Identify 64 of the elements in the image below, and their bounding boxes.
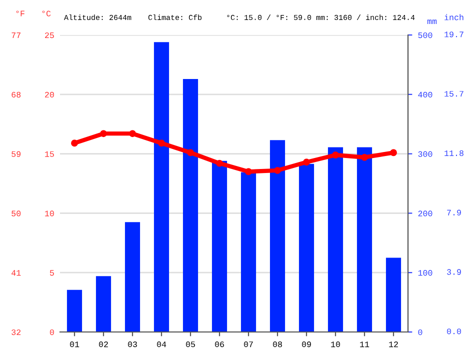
y3-tick-label: 41 [12,270,21,276]
point [303,158,310,166]
x-tick-label: 03 [128,341,137,348]
bar [96,276,112,332]
x-tick-label: 10 [331,341,340,348]
y2-tick-label: 300 [418,151,432,157]
y2-axis-title: mm [427,20,437,24]
text: 7.9 [447,210,461,216]
y3-axis-title: °F [16,10,24,16]
text: 0.0 [447,328,461,334]
y3-tick-label: 68 [12,92,21,98]
point [361,154,368,161]
y-tick-label: 20 [45,92,54,98]
bar [270,140,286,332]
text: 19.7 [444,32,464,38]
x-tick-label: 12 [389,341,398,348]
text: 11.8 [444,150,464,156]
text: 3.9 [447,269,461,275]
x-tick-label: 04 [157,341,166,348]
bar [212,160,228,332]
point [332,152,339,158]
y-axis-title: °C [42,10,51,16]
y-tick-label: 25 [45,32,54,38]
y2-tick-label: 400 [418,92,432,98]
bar [154,42,170,332]
point [158,140,165,147]
bar [124,222,140,332]
bar [386,258,402,332]
bar [328,147,344,332]
y2-tick-label: 0 [418,329,422,336]
point [187,149,194,156]
x-tick-label: 06 [215,341,224,348]
y2-tick-label: 200 [418,210,432,216]
y3-tick-label: 50 [12,210,21,216]
bar [240,172,256,332]
y3-tick-label: 59 [12,151,21,157]
x-tick-label: 05 [186,341,195,348]
point [245,168,252,176]
x-tick-label: 08 [273,341,282,348]
y2-tick-label: 500 [418,32,432,38]
y-tick-label: 5 [50,270,54,276]
point [274,166,281,174]
y3-tick-label: 77 [12,32,20,38]
text: 15.7 [444,91,464,97]
x-tick-label: 07 [244,341,253,348]
point [390,149,397,156]
y-tick-label: 10 [45,210,54,216]
point [129,130,136,138]
x-tick-label: 02 [99,341,108,348]
y-tick-label: 15 [45,151,54,157]
bar [182,78,198,332]
bar [356,147,372,332]
x-tick-label: 11 [360,342,370,348]
y-tick-label: 0 [50,329,54,336]
bar [298,164,314,332]
x-tick-label: 01 [70,341,80,348]
x-tick-label: 09 [302,341,311,348]
point [100,130,107,138]
bar [66,290,82,332]
point [71,140,78,147]
text: inch [444,14,464,20]
y3-tick-label: 32 [12,329,21,336]
y2-tick-label: 100 [418,270,432,276]
point [216,160,223,167]
